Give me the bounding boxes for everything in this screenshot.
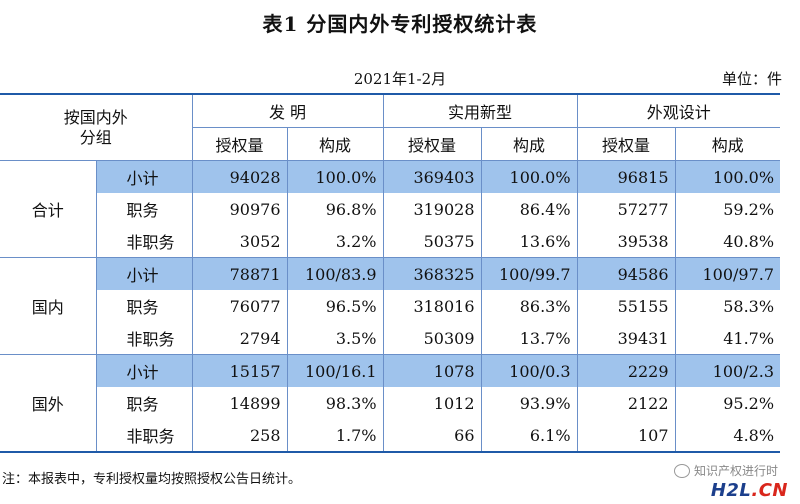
table-cell: 41.7% [674, 322, 781, 355]
row-label: 职务 [95, 193, 193, 225]
row-label: 职务 [95, 387, 193, 419]
table-row: 国外 小计 15157 100/16.1 1078 100/0.3 2229 1… [0, 354, 781, 453]
table-cell: 96.5% [286, 290, 384, 322]
table-cell: 93.9% [480, 387, 578, 419]
table-cell: 3.2% [286, 225, 384, 258]
subheader-cell: 构成 [480, 127, 578, 161]
wechat-icon [673, 463, 690, 478]
corner-header-line2: 分组 [79, 127, 112, 147]
table-cell: 66 [382, 419, 482, 452]
group-header-invention: 发 明 [191, 94, 384, 128]
table-cell: 369403 [382, 160, 482, 193]
table-cell: 100.0% [286, 160, 384, 193]
table-cell: 107 [576, 419, 676, 452]
table-cell: 58.3% [674, 290, 781, 322]
watermark-text: 知识产权进行时 [693, 464, 778, 478]
table-cell: 3.5% [286, 322, 384, 355]
table-cell: 40.8% [674, 225, 781, 258]
patent-stats-table: 按国内外 分组 发 明 实用新型 外观设计 授权量 构成 授权量 构成 授权量 … [0, 93, 781, 453]
table-cell: 100/0.3 [480, 354, 578, 387]
table-cell: 95.2% [674, 387, 781, 419]
table-cell: 318016 [382, 290, 482, 322]
corner-header-line1: 按国内外 [63, 107, 128, 127]
site-logo: H2L.CN [711, 480, 788, 501]
row-label: 小计 [95, 257, 193, 290]
row-label: 非职务 [95, 225, 193, 258]
table-row: 非职务 3052 3.2% 50375 13.6% 39538 40.8% [0, 225, 781, 258]
row-label: 非职务 [95, 419, 193, 452]
table-cell: 100/83.9 [286, 257, 384, 290]
table-cell: 100.0% [674, 160, 781, 193]
table-cell: 2229 [576, 354, 676, 387]
table-cell: 59.2% [674, 193, 781, 225]
table-cell: 14899 [191, 387, 288, 419]
subheader-cell: 构成 [674, 127, 781, 161]
table-cell: 13.6% [480, 225, 578, 258]
table-cell: 319028 [382, 193, 482, 225]
table-cell: 1078 [382, 354, 482, 387]
table-cell: 50309 [382, 322, 482, 355]
table-cell: 96.8% [286, 193, 384, 225]
table-row: 非职务 2794 3.5% 50309 13.7% 39431 41.7% [0, 322, 781, 355]
table-cell: 6.1% [480, 419, 578, 452]
row-label: 非职务 [95, 322, 193, 355]
section-label: 合计 [0, 160, 96, 258]
table-cell: 13.7% [480, 322, 578, 355]
table-row: 职务 90976 96.8% 319028 86.4% 57277 59.2% [0, 193, 781, 225]
table-cell: 3052 [191, 225, 288, 258]
table-cell: 100/16.1 [286, 354, 384, 387]
row-label: 职务 [95, 290, 193, 322]
table-cell: 94586 [576, 257, 676, 290]
table-cell: 2794 [191, 322, 288, 355]
table-cell: 57277 [576, 193, 676, 225]
table-cell: 100/2.3 [674, 354, 781, 387]
table-cell: 100.0% [480, 160, 578, 193]
subheader-cell: 构成 [286, 127, 384, 161]
subheader-cell: 授权量 [382, 127, 482, 161]
table-row: 职务 14899 98.3% 1012 93.9% 2122 95.2% [0, 387, 781, 419]
table-cell: 86.4% [480, 193, 578, 225]
table-cell: 39538 [576, 225, 676, 258]
table-cell: 50375 [382, 225, 482, 258]
corner-header: 按国内外 分组 [0, 94, 193, 161]
table-cell: 258 [191, 419, 288, 452]
table-row: 合计 小计 94028 100.0% 369403 100.0% 96815 1… [0, 160, 781, 258]
table-cell: 96815 [576, 160, 676, 193]
table-cell: 1.7% [286, 419, 384, 452]
table-cell: 100/97.7 [674, 257, 781, 290]
table-row: 国内 小计 78871 100/83.9 368325 100/99.7 945… [0, 257, 781, 355]
table-cell: 98.3% [286, 387, 384, 419]
table-cell: 94028 [191, 160, 288, 193]
table-cell: 55155 [576, 290, 676, 322]
table-cell: 15157 [191, 354, 288, 387]
footnote: 注：本报表中，专利授权量均按照授权公告日统计。 [2, 472, 302, 487]
table-cell: 1012 [382, 387, 482, 419]
row-label: 小计 [95, 354, 193, 387]
subheader-cell: 授权量 [576, 127, 676, 161]
row-label: 小计 [95, 160, 193, 193]
table-cell: 78871 [191, 257, 288, 290]
table-cell: 86.3% [480, 290, 578, 322]
section-label: 国外 [0, 354, 96, 453]
group-header-design: 外观设计 [576, 94, 781, 128]
subheader-cell: 授权量 [191, 127, 288, 161]
table-row: 职务 76077 96.5% 318016 86.3% 55155 58.3% [0, 290, 781, 322]
table-title: 表1 分国内外专利授权统计表 [262, 12, 538, 36]
table-cell: 4.8% [674, 419, 781, 452]
logo-part2: .CN [751, 480, 788, 501]
group-header-utility: 实用新型 [382, 94, 578, 128]
table-cell: 90976 [191, 193, 288, 225]
table-row: 非职务 258 1.7% 66 6.1% 107 4.8% [0, 419, 781, 452]
table-cell: 368325 [382, 257, 482, 290]
table-cell: 100/99.7 [480, 257, 578, 290]
unit-label: 单位：件 [721, 70, 782, 88]
table-cell: 76077 [191, 290, 288, 322]
section-label: 国内 [0, 257, 96, 355]
table-cell: 2122 [576, 387, 676, 419]
table-cell: 39431 [576, 322, 676, 355]
logo-part1: H2L [710, 480, 752, 501]
watermark: 知识产权进行时 [673, 462, 778, 479]
period-label: 2021年1-2月 [353, 70, 447, 88]
